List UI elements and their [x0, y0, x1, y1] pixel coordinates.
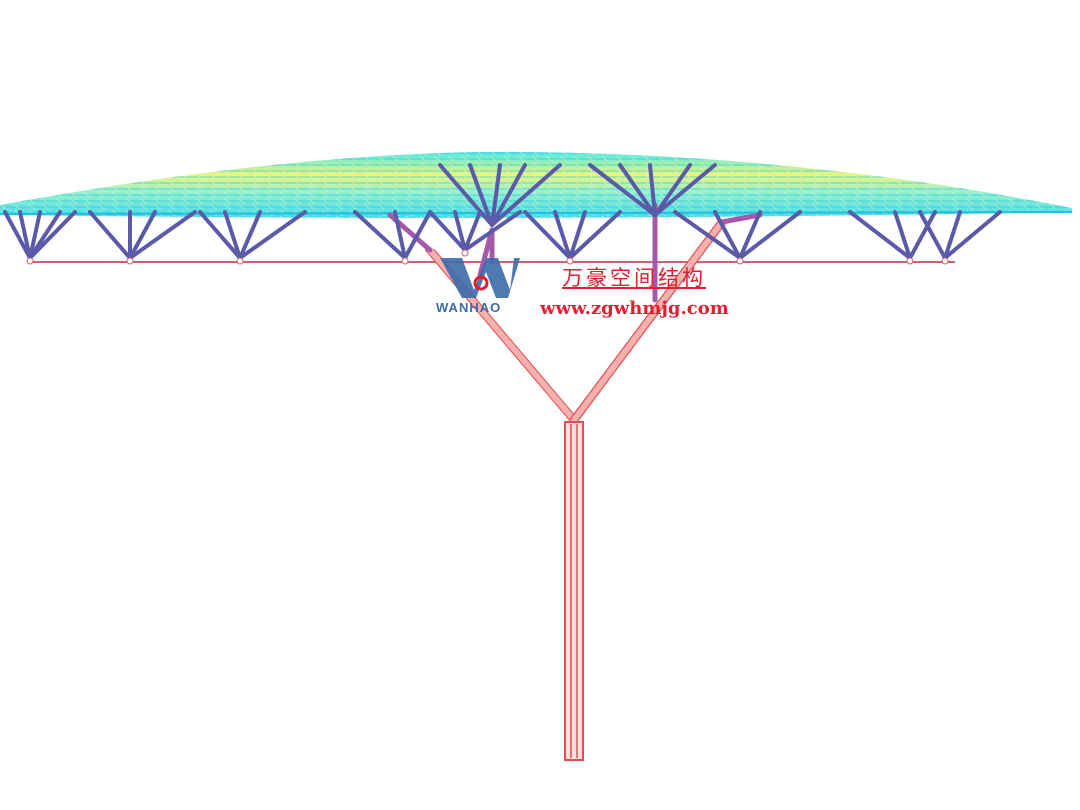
canopy-strut	[673, 210, 742, 260]
canopy-strut	[18, 210, 32, 260]
canopy-strut	[353, 210, 407, 260]
support-node	[941, 257, 949, 265]
canopy-strut	[3, 210, 32, 260]
canopy-strut	[943, 210, 1002, 260]
canopy-strut	[893, 210, 912, 260]
canopy-strut	[653, 163, 717, 217]
canopy-strut	[618, 163, 657, 217]
primary-branch	[569, 221, 719, 421]
canopy-strut	[468, 163, 494, 227]
canopy-strut	[908, 210, 937, 260]
canopy-strut	[553, 210, 572, 260]
canopy-strut	[568, 210, 622, 260]
primary-branch-fill	[571, 219, 725, 423]
canopy-strut	[463, 210, 482, 252]
primary-branch	[425, 249, 571, 421]
support-node	[461, 249, 469, 257]
canopy-strut	[28, 210, 77, 260]
canopy-strut	[463, 210, 522, 252]
canopy-strut	[238, 210, 262, 260]
canopy-strut	[848, 210, 912, 260]
support-node	[26, 257, 34, 265]
canopy-strut	[88, 210, 132, 260]
canopy-struts	[3, 163, 1002, 265]
canopy-strut	[128, 210, 157, 260]
column-trunk	[564, 421, 584, 761]
canopy-strut	[713, 210, 742, 260]
canopy-strut	[403, 210, 432, 260]
canopy-strut	[393, 210, 407, 260]
canopy-strut	[490, 163, 502, 227]
canopy-strut	[523, 210, 572, 260]
support-node	[401, 257, 409, 265]
support-node	[126, 257, 134, 265]
canopy-strut	[223, 210, 242, 260]
tree-branches	[387, 202, 763, 423]
watermark-url: www.zgwhmjg.com	[540, 298, 729, 319]
canopy-strut	[568, 210, 587, 260]
logo-text: WANHAO	[436, 300, 502, 315]
support-node	[736, 257, 744, 265]
canopy-strut	[738, 210, 802, 260]
secondary-branch	[719, 212, 763, 225]
canopy-strut	[588, 163, 657, 217]
canopy-strut	[453, 210, 467, 252]
wanhao-logo	[440, 258, 520, 298]
support-node	[566, 257, 574, 265]
canopy-strut	[490, 163, 527, 227]
canopy-strut	[918, 210, 947, 260]
canopy-strut	[428, 210, 467, 252]
canopy-strut	[738, 210, 762, 260]
canopy-strut	[198, 210, 242, 260]
logo-emblem	[473, 275, 489, 291]
canopy-strut	[438, 163, 494, 227]
canopy-strut	[653, 163, 692, 217]
canopy-strut	[490, 163, 562, 227]
watermark-company-name: 万豪空间结构	[562, 266, 706, 290]
support-node	[236, 257, 244, 265]
canopy-strut	[238, 210, 307, 260]
main-column	[564, 421, 584, 761]
canopy-strut	[128, 210, 197, 260]
support-node	[906, 257, 914, 265]
primary-branch	[577, 221, 727, 421]
canopy-strut	[28, 210, 42, 260]
canopy-strut	[648, 163, 657, 217]
canopy-strut	[943, 210, 962, 260]
